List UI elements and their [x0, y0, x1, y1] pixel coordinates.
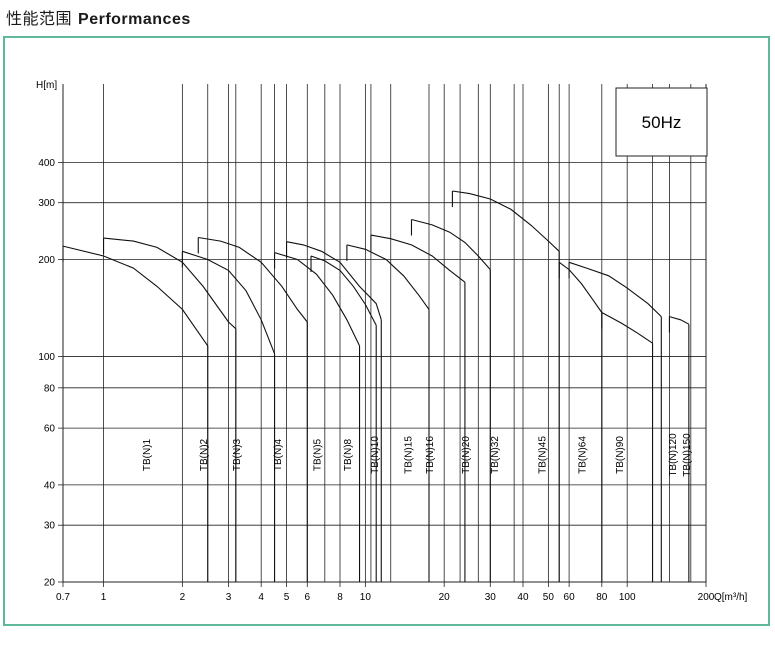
series-curve: [411, 218, 491, 270]
series-label: TB(N)32: [490, 436, 501, 474]
y-tick-label: 400: [38, 158, 55, 169]
series-label: TB(N)1: [142, 438, 153, 471]
series-curve: [62, 245, 209, 347]
series-label: TB(N)3: [232, 438, 243, 471]
series-label: TB(N)10: [370, 436, 381, 474]
x-tick-label: 20: [439, 592, 451, 603]
x-tick-label: 200: [698, 592, 715, 603]
series-label: TB(N)64: [578, 436, 589, 474]
series-curve: [558, 261, 603, 313]
x-tick-label: 0.7: [56, 592, 70, 603]
frequency-box: [615, 87, 708, 157]
y-axis-title: H[m]: [36, 80, 57, 91]
x-tick-label: 4: [258, 592, 264, 603]
y-tick-label: 200: [38, 255, 55, 266]
series-label: TB(N)90: [615, 436, 626, 474]
x-tick-label: 10: [360, 592, 372, 603]
series-curve: [310, 255, 377, 326]
series-curve: [274, 252, 360, 347]
x-tick-label: 8: [337, 592, 343, 603]
x-tick-label: 40: [517, 592, 529, 603]
series-label: TB(N)16: [425, 436, 436, 474]
x-tick-label: 5: [284, 592, 290, 603]
series-curve: [452, 190, 560, 252]
series-curve: [182, 250, 276, 355]
series-curve: [669, 316, 690, 325]
grid-layer: [58, 84, 707, 587]
series-curve: [568, 261, 662, 317]
frequency-label: 50Hz: [642, 113, 682, 132]
y-tick-label: 20: [44, 578, 56, 589]
y-tick-label: 60: [44, 424, 56, 435]
series-curve: [103, 237, 237, 330]
x-tick-label: 1: [101, 592, 107, 603]
x-tick-label: 100: [619, 592, 636, 603]
page-title-english: Performances: [78, 11, 191, 28]
x-tick-label: 3: [226, 592, 232, 603]
series-label: TB(N)5: [312, 438, 323, 471]
x-tick-label: 6: [305, 592, 311, 603]
x-tick-label: 60: [564, 592, 576, 603]
series-curve: [286, 241, 382, 320]
series-label: TB(N)2: [199, 438, 210, 471]
series-label: TB(N)15: [404, 436, 415, 474]
series-curve: [370, 234, 466, 283]
page-title: 性能范围 Performances: [6, 5, 191, 29]
x-tick-label: 80: [596, 592, 608, 603]
series-label: TB(N)20: [461, 436, 472, 474]
y-tick-label: 100: [38, 352, 55, 363]
chart-frame: [3, 36, 770, 626]
series-label: TB(N)8: [343, 438, 354, 471]
series-curve: [601, 312, 653, 344]
x-tick-label: 50: [543, 592, 555, 603]
y-tick-label: 40: [44, 480, 56, 491]
x-axis-title: Q[m³/h]: [714, 592, 748, 603]
series-curve: [198, 236, 308, 323]
y-tick-label: 80: [44, 383, 56, 394]
series-label: TB(N)120: [668, 433, 679, 477]
y-tick-label: 30: [44, 521, 56, 532]
y-tick-label: 300: [38, 198, 55, 209]
series-label: TB(N)150: [682, 433, 693, 477]
curve-layer: [62, 190, 690, 582]
x-tick-label: 2: [180, 592, 186, 603]
x-tick-label: 30: [485, 592, 497, 603]
series-label: TB(N)4: [273, 438, 284, 471]
series-label: TB(N)45: [537, 436, 548, 474]
series-curve: [346, 244, 430, 310]
text-layer: 20 30 40 60 80 100 200 300 400 0.7 1 2 3 4 5 6 8 10 20 30 40…: [36, 80, 748, 603]
page-title-chinese: 性能范围: [6, 9, 73, 28]
